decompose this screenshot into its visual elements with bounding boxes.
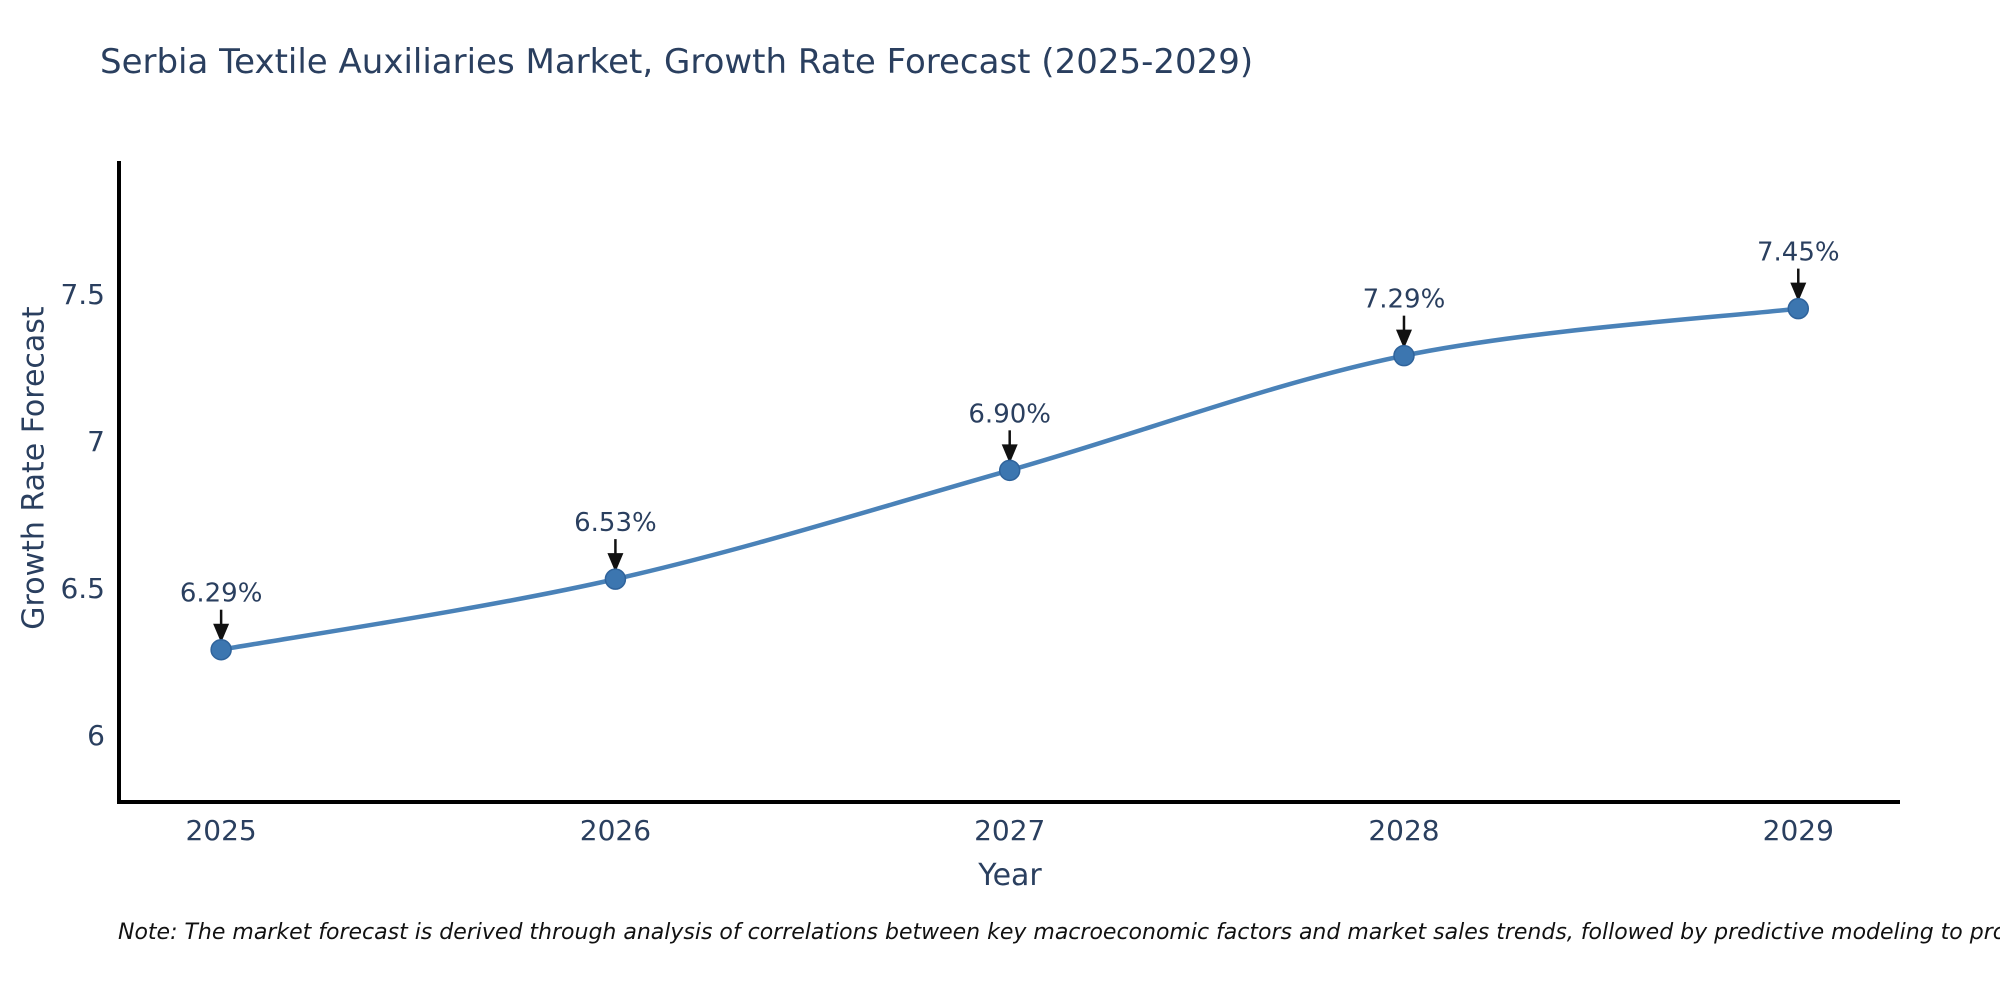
x-tick-label: 2028 bbox=[1368, 814, 1439, 847]
point-value-label: 6.29% bbox=[180, 579, 263, 609]
x-tick-label: 2029 bbox=[1763, 814, 1834, 847]
annotation-arrowhead-icon bbox=[1001, 444, 1018, 464]
point-value-label: 7.29% bbox=[1363, 285, 1446, 315]
y-tick-label: 7 bbox=[87, 425, 105, 458]
point-value-label: 6.90% bbox=[968, 399, 1051, 429]
data-point-marker[interactable] bbox=[1393, 344, 1415, 367]
data-point-marker[interactable] bbox=[1787, 297, 1810, 320]
y-tick-label: 6 bbox=[87, 719, 105, 752]
y-tick-label: 7.5 bbox=[60, 278, 105, 311]
point-value-label: 7.45% bbox=[1757, 238, 1840, 268]
footnote: Note: The market forecast is derived thr… bbox=[118, 920, 2000, 945]
x-axis-title: Year bbox=[978, 858, 1042, 893]
point-value-label: 6.53% bbox=[574, 508, 657, 538]
x-tick-label: 2026 bbox=[580, 814, 651, 847]
x-tick-label: 2027 bbox=[974, 814, 1045, 847]
data-point-marker[interactable] bbox=[210, 638, 232, 661]
chart-title: Serbia Textile Auxiliaries Market, Growt… bbox=[100, 42, 1254, 82]
annotation-arrowhead-icon bbox=[607, 553, 624, 573]
annotation-arrowhead-icon bbox=[1790, 282, 1807, 302]
data-point-marker[interactable] bbox=[604, 568, 627, 590]
x-tick-label: 2025 bbox=[185, 814, 256, 847]
y-tick-label: 6.5 bbox=[60, 572, 105, 605]
annotation-arrowhead-icon bbox=[1395, 329, 1412, 349]
data-point-marker[interactable] bbox=[998, 459, 1021, 482]
annotation-arrowhead-icon bbox=[213, 623, 230, 643]
